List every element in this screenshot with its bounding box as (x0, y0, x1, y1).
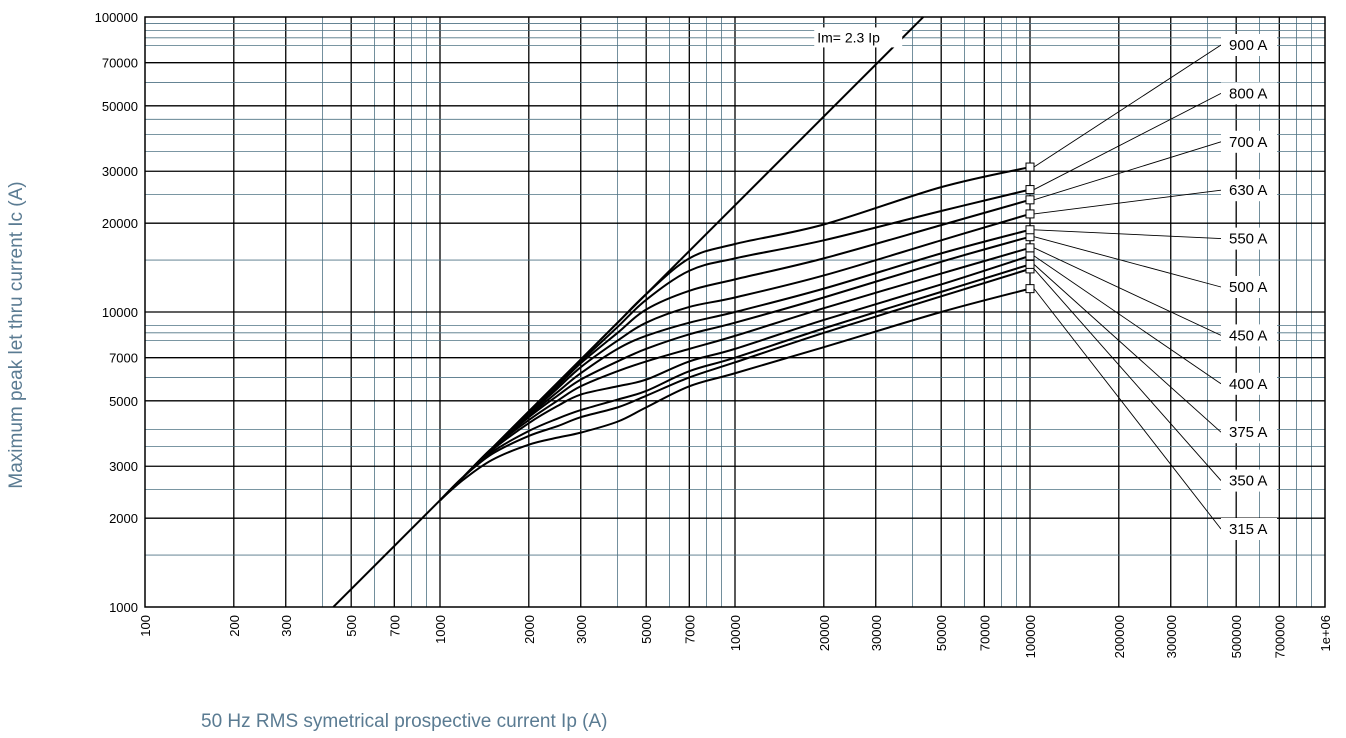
series-end-marker (1025, 251, 1035, 261)
y-tick-label: 50000 (102, 99, 138, 114)
series-label: 375 A (1229, 424, 1267, 441)
y-tick-label: 2000 (109, 511, 138, 526)
x-tick-label: 30000 (869, 615, 884, 651)
series-curves (439, 162, 1035, 502)
series-leader-line (1033, 288, 1222, 530)
x-tick-label: 70000 (977, 615, 992, 651)
series-label-bg (1221, 82, 1277, 105)
series-label: 550 A (1229, 231, 1267, 248)
series-leader-line (1033, 268, 1222, 481)
series-leader-line (1033, 236, 1222, 288)
y-tick-label: 1000 (109, 600, 138, 615)
series-label: 630 A (1229, 182, 1267, 199)
chart-grid (145, 17, 1325, 607)
series-curve (439, 263, 1031, 501)
series-end-marker (1025, 259, 1035, 269)
series-label: 450 A (1229, 327, 1267, 344)
x-tick-label: 200 (227, 615, 242, 637)
series-curve (439, 166, 1031, 501)
x-tick-label: 100 (138, 615, 153, 637)
y-tick-label: 70000 (102, 56, 138, 71)
series-curve (439, 287, 1031, 502)
x-tick-label: 100000 (1023, 615, 1038, 658)
series-label: 400 A (1229, 376, 1267, 393)
y-tick-label: 30000 (102, 164, 138, 179)
series-label-bg (1221, 276, 1277, 298)
series-leader-line (1033, 141, 1222, 201)
series-label: 900 A (1229, 37, 1267, 54)
series-leader-line (1033, 229, 1222, 240)
y-tick-label: 3000 (109, 459, 138, 474)
series-leader-line (1033, 264, 1222, 433)
x-tick-label: 2000 (522, 615, 537, 644)
y-tick-label: 20000 (102, 216, 138, 231)
series-label-bg (1221, 421, 1277, 444)
x-tick-label: 50000 (934, 615, 949, 651)
series-end-marker (1025, 243, 1035, 253)
series-label: 315 A (1229, 521, 1267, 538)
x-tick-label: 500 (344, 615, 359, 637)
series-label-bg (1221, 34, 1277, 56)
series-label-bg (1221, 130, 1277, 153)
series-end-marker (1025, 185, 1035, 195)
series-label-bg (1221, 179, 1277, 202)
x-tick-label: 200000 (1112, 615, 1127, 658)
series-label: 350 A (1229, 473, 1267, 490)
x-tick-label: 300000 (1164, 615, 1179, 658)
series-labels: 315 A 350 A 375 A 400 A 450 A 500 A 550 A 630 A… (1221, 34, 1277, 540)
series-end-marker (1025, 195, 1035, 205)
y-axis-title: Maximum peak let thru current Ic (A) (6, 181, 27, 488)
series-label: 700 A (1229, 134, 1267, 151)
y-tick-label: 5000 (109, 394, 138, 409)
x-tick-label: 500000 (1229, 615, 1244, 658)
y-tick-label: 100000 (95, 10, 138, 25)
series-leader-line (1033, 255, 1222, 385)
x-tick-label: 1000 (433, 615, 448, 644)
x-axis-ticks: 100 200 300 500 700 1000 2000 3000 5000 7000 10000… (138, 615, 1333, 658)
plot-frame (144, 16, 1326, 608)
series-label-bg (1221, 469, 1277, 492)
series-label-bg (1221, 372, 1277, 395)
x-tick-label: 300 (279, 615, 294, 637)
x-tick-label: 5000 (639, 615, 654, 644)
y-tick-label: 10000 (102, 305, 138, 320)
series-label-bg (1221, 227, 1277, 250)
series-leader-line (1033, 189, 1222, 215)
series-leader-line (1033, 92, 1222, 190)
x-tick-label: 700000 (1272, 615, 1287, 658)
x-tick-label: 1e+06 (1318, 615, 1333, 652)
series-leader-line (1033, 247, 1222, 336)
x-tick-label: 7000 (682, 615, 697, 644)
x-tick-label: 700 (387, 615, 402, 637)
reference-line-label: Im= 2.3 Ip (817, 29, 880, 45)
y-axis-ticks: 1000 2000 3000 5000 7000 10000 20000 30000 50000… (95, 10, 138, 615)
x-tick-label: 3000 (574, 615, 589, 644)
series-end-marker (1025, 284, 1035, 294)
x-axis-title: 50 Hz RMS symetrical prospective current… (201, 711, 608, 732)
series-label: 800 A (1229, 85, 1267, 102)
series-leader-lines (1033, 44, 1222, 530)
series-label-bg (1221, 324, 1277, 347)
series-end-marker (1025, 162, 1035, 172)
x-tick-label: 10000 (728, 615, 743, 651)
y-tick-label: 7000 (109, 351, 138, 366)
series-end-marker (1025, 225, 1035, 235)
series-curve (439, 254, 1031, 501)
series-end-marker (1025, 209, 1035, 219)
series-curve (439, 267, 1031, 501)
series-label: 500 A (1229, 279, 1267, 296)
reference-line-label-bg (814, 27, 903, 48)
series-label-bg (1221, 518, 1277, 540)
series-leader-line (1033, 44, 1222, 168)
x-tick-label: 20000 (817, 615, 832, 651)
